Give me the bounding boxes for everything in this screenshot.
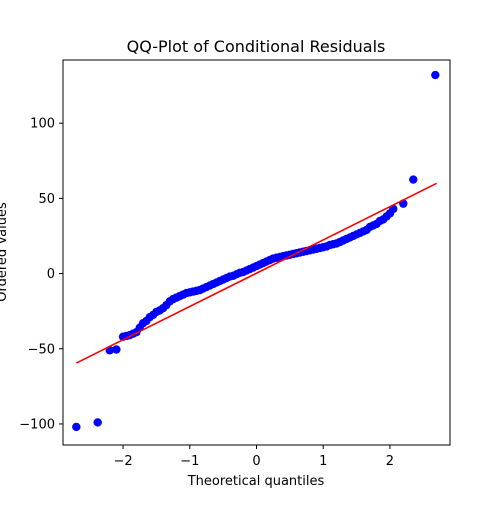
data-point: [112, 345, 121, 354]
x-tick-label: 2: [386, 454, 394, 469]
y-tick-label: −100: [19, 417, 55, 432]
y-tick-label: −50: [28, 342, 55, 357]
scatter-points-layer: [72, 70, 440, 432]
x-tick-label: −1: [180, 454, 199, 469]
y-tick-label: 0: [47, 267, 55, 282]
data-point: [409, 175, 418, 184]
plot-area-frame: [62, 59, 451, 446]
x-tick-label: 1: [319, 454, 327, 469]
data-point: [72, 422, 81, 432]
y-tick-label: 100: [30, 117, 55, 132]
x-tick-label: 0: [252, 454, 260, 469]
reference-line-layer: [75, 182, 438, 364]
y-tick-label: 50: [38, 192, 55, 207]
chart-title: QQ-Plot of Conditional Residuals: [127, 37, 386, 56]
axes-layer: [62, 59, 451, 446]
x-tick-label: −2: [113, 454, 132, 469]
data-point: [431, 70, 440, 80]
y-axis-ticks: −100 −50 0 50 100: [19, 117, 63, 432]
x-axis-label: Theoretical quantiles: [187, 474, 325, 489]
reference-line: [75, 182, 438, 364]
x-axis-ticks: −2 −1 0 1 2: [113, 445, 394, 469]
data-point: [93, 418, 102, 427]
y-axis-label: Ordered Values: [0, 202, 10, 302]
